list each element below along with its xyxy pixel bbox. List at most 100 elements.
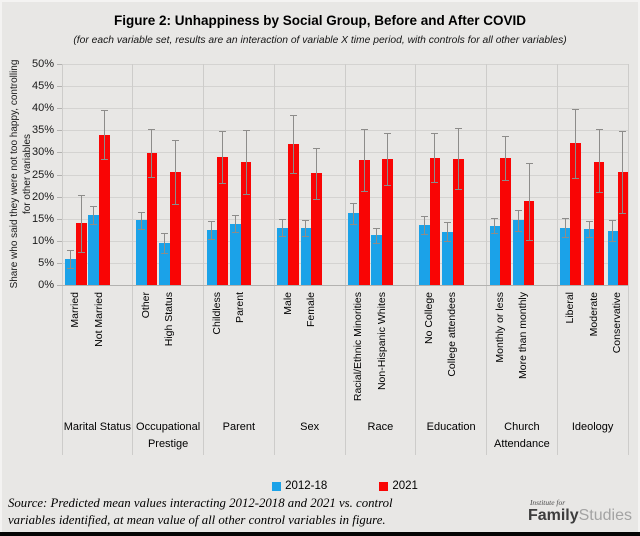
y-tick-label: 25% xyxy=(31,168,54,181)
legend-swatch-2021 xyxy=(379,481,389,491)
group-separator xyxy=(344,64,346,455)
error-bar-cap-top xyxy=(384,132,391,134)
ifs-logo-studies: Studies xyxy=(578,507,632,524)
bar-2012-18 xyxy=(65,259,76,285)
y-tick-label: 10% xyxy=(31,234,54,247)
group-separator xyxy=(273,64,275,455)
error-bar-cap-bottom xyxy=(525,239,533,241)
x-axis-line xyxy=(62,285,628,286)
bar-2012-18 xyxy=(135,220,147,285)
error-bar-line xyxy=(222,131,224,184)
error-bar-cap-bottom xyxy=(302,236,310,238)
legend-label: 2012-18 xyxy=(285,480,328,492)
error-bar-cap-bottom xyxy=(137,229,145,231)
error-bar-line xyxy=(505,135,507,180)
group-separator xyxy=(556,64,558,455)
error-bar-cap-top xyxy=(66,249,74,251)
y-tick-label: 30% xyxy=(31,146,54,159)
error-bar-cap-top xyxy=(77,194,85,196)
y-tick-label: 45% xyxy=(31,80,54,93)
group-label: Sex xyxy=(300,421,320,433)
error-bar-line xyxy=(352,202,354,224)
error-bar-line xyxy=(80,194,82,252)
y-tick-mark xyxy=(57,64,62,65)
error-bar-line xyxy=(494,217,496,234)
bar-2021 xyxy=(99,135,110,285)
error-bar-cap-top xyxy=(302,219,310,221)
bar-2021 xyxy=(358,159,370,285)
y-tick-label: 40% xyxy=(31,102,54,115)
error-bar-cap-bottom xyxy=(514,231,522,233)
bar-2012-18 xyxy=(512,220,524,285)
error-bar-cap-top xyxy=(420,216,428,218)
bar-2012-18 xyxy=(560,227,571,285)
error-bar-line xyxy=(151,128,153,178)
error-bar-line xyxy=(163,232,165,253)
group-label: Church Attendance xyxy=(494,421,550,450)
error-bar-cap-top xyxy=(171,140,179,142)
bar-2012-18 xyxy=(583,228,595,285)
error-bar-line xyxy=(376,227,378,243)
error-bar-cap-bottom xyxy=(491,233,499,235)
bar-2012-18 xyxy=(88,214,100,285)
error-bar-line xyxy=(387,132,388,186)
bar-2021 xyxy=(217,157,229,285)
error-bar-cap-bottom xyxy=(373,242,381,244)
source-note: Source: Predicted mean values interactin… xyxy=(8,495,393,528)
error-bar-line xyxy=(363,128,365,191)
error-bar-cap-top xyxy=(609,220,617,222)
bar-2021 xyxy=(617,172,629,285)
source-line-2: variables identified, at mean value of a… xyxy=(8,512,386,527)
error-bar-cap-top xyxy=(208,221,216,223)
error-bar-line xyxy=(612,220,614,242)
bar-2012-18 xyxy=(277,227,289,285)
error-bar-cap-top xyxy=(619,130,627,132)
ifs-logo-family-studies: FamilyStudies xyxy=(528,507,632,524)
error-bar-cap-bottom xyxy=(595,192,603,194)
bar-2021 xyxy=(146,152,158,285)
bar-2021 xyxy=(169,172,181,285)
y-tick-mark xyxy=(57,130,62,132)
bar-2021 xyxy=(311,172,323,285)
source-line-1: Source: Predicted mean values interactin… xyxy=(8,496,393,510)
legend-swatch-2012-18 xyxy=(272,481,282,491)
error-bar-cap-bottom xyxy=(242,193,250,195)
bottom-black-bar xyxy=(0,532,640,536)
bar-2012-18 xyxy=(442,231,453,285)
error-bar-cap-bottom xyxy=(90,223,98,225)
error-bar-line xyxy=(423,216,425,235)
y-tick-mark xyxy=(57,240,62,242)
bar-2012-18 xyxy=(371,235,383,285)
bar-2012-18 xyxy=(607,230,618,285)
bar-2021 xyxy=(452,159,464,285)
ifs-logo-institute-for: Institute for xyxy=(529,498,566,507)
error-bar-cap-bottom xyxy=(572,177,580,179)
error-bar-cap-bottom xyxy=(384,185,391,187)
group-separator xyxy=(415,64,417,455)
y-tick-mark xyxy=(57,152,62,154)
error-bar-cap-top xyxy=(90,205,98,207)
error-bar-cap-bottom xyxy=(289,173,297,175)
error-bar-cap-bottom xyxy=(313,199,321,201)
error-bar-line xyxy=(528,163,530,240)
error-bar-cap-top xyxy=(219,131,227,133)
y-tick-label: 15% xyxy=(31,212,54,225)
error-bar-cap-bottom xyxy=(585,236,593,238)
error-bar-cap-top xyxy=(101,110,108,112)
error-bar-line xyxy=(564,217,566,237)
error-bar-line xyxy=(316,147,318,200)
error-bar-cap-bottom xyxy=(148,177,156,179)
y-tick-label: 50% xyxy=(31,58,54,70)
error-bar-cap-top xyxy=(491,217,499,219)
error-bar-cap-top xyxy=(595,129,603,131)
ifs-logo: Institute for FamilyStudies xyxy=(528,498,632,524)
bar-2021 xyxy=(429,158,441,285)
group-separator xyxy=(203,64,204,455)
error-bar-cap-bottom xyxy=(77,251,85,253)
figure-subtitle: (for each variable set, results are an i… xyxy=(73,35,567,46)
bar-2012-18 xyxy=(206,230,218,285)
bar-2021 xyxy=(570,143,581,285)
error-bar-cap-top xyxy=(349,202,357,204)
error-bar-cap-bottom xyxy=(360,190,368,192)
error-bar-cap-bottom xyxy=(349,223,357,225)
